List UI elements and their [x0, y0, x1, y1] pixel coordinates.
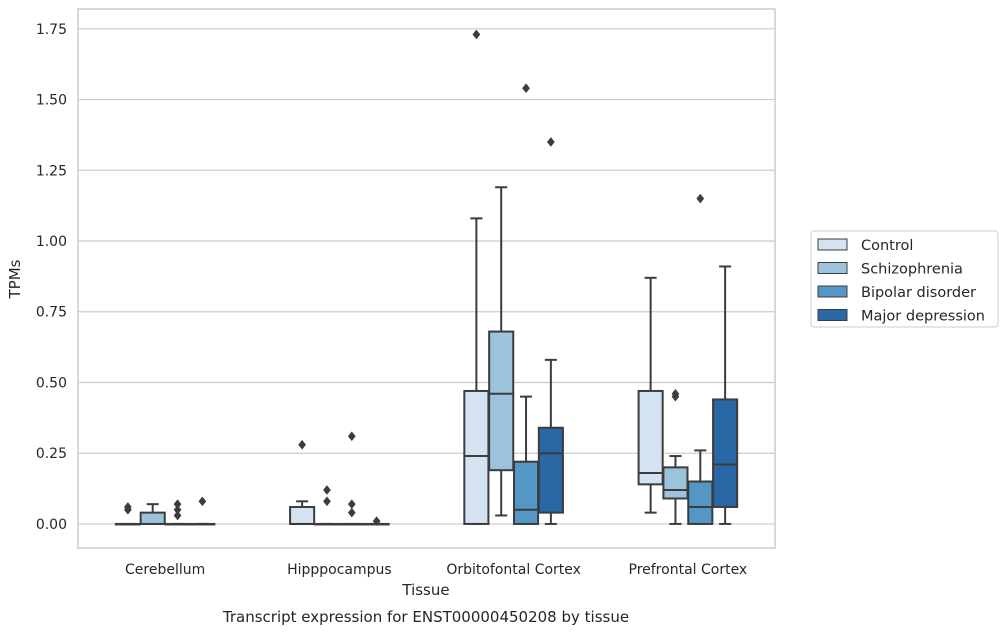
outlier-point	[696, 193, 705, 204]
iqr-box	[687, 480, 714, 525]
box-2-1	[488, 186, 515, 517]
x-tick-label: Cerebellum	[125, 562, 205, 578]
iqr-box	[289, 505, 316, 525]
y-tick-label: 0.25	[36, 446, 67, 462]
box-0-2	[164, 499, 191, 526]
box-1-0	[289, 439, 316, 525]
y-tick-label: 0.00	[36, 517, 67, 533]
legend-swatch	[817, 285, 848, 298]
box-2-3	[537, 137, 564, 525]
outlier-point	[522, 83, 530, 94]
legend-label: Control	[861, 238, 913, 254]
box-3-3	[712, 265, 739, 525]
legend-label: Major depression	[861, 309, 985, 325]
iqr-box	[662, 466, 689, 500]
box-0-0	[114, 502, 141, 526]
box-3-0	[637, 276, 664, 514]
legend: Control Schizophrenia Bipolar disorder Majo…	[810, 230, 999, 328]
box-1-2	[338, 431, 365, 526]
outlier-point	[323, 496, 331, 507]
outlier-point	[173, 499, 182, 510]
outlier-point	[472, 29, 481, 40]
legend-label: Bipolar disorder	[861, 285, 976, 301]
box-2-0	[463, 29, 490, 525]
outlier-point	[372, 516, 381, 527]
iqr-box	[637, 389, 664, 486]
iqr-box	[488, 330, 515, 472]
y-tick-label: 1.00	[36, 234, 67, 250]
outlier-point	[198, 496, 207, 507]
x-tick-label: Prefrontal Cortex	[629, 562, 748, 578]
y-tick-label: 0.75	[36, 305, 67, 321]
outlier-point	[123, 502, 132, 512]
box-series	[114, 29, 739, 527]
box-0-1	[139, 503, 166, 525]
grid-lines	[78, 28, 775, 525]
x-axis-title: Tissue	[401, 581, 449, 599]
iqr-box	[463, 389, 490, 525]
legend-swatch	[817, 309, 848, 321]
y-tick-label: 1.75	[36, 22, 67, 38]
iqr-box	[139, 511, 166, 525]
box-1-3	[363, 516, 390, 527]
legend-swatch	[817, 262, 848, 274]
outlier-point	[323, 485, 331, 495]
box-2-2	[512, 83, 540, 525]
y-tick-label: 0.50	[36, 375, 67, 391]
box-3-2	[687, 193, 714, 525]
y-tick-label: 1.25	[36, 163, 67, 179]
box-0-3	[189, 496, 216, 526]
iqr-box	[512, 460, 540, 525]
outlier-point	[173, 504, 182, 515]
x-tick-label: Orbitofontal Cortex	[446, 562, 581, 578]
iqr-box	[712, 398, 739, 508]
box-1-1	[313, 485, 341, 526]
outlier-point	[671, 388, 680, 399]
outlier-point	[173, 510, 182, 521]
outlier-point	[347, 431, 356, 442]
chart-caption: Transcript expression for ENST0000045020…	[222, 608, 629, 626]
outlier-point	[347, 499, 356, 510]
legend-frame	[810, 230, 999, 328]
box-3-1	[662, 388, 689, 525]
legend-swatch	[817, 238, 848, 251]
outlier-point	[546, 137, 555, 147]
x-tick-label: Hipppocampus	[287, 562, 392, 578]
outlier-point	[347, 507, 356, 518]
x-tick-labels: Cerebellum Hipppocampus Orbitofontal Corte…	[125, 562, 747, 578]
y-axis-title: TPMs	[6, 259, 24, 299]
y-tick-label: 1.50	[36, 93, 67, 109]
iqr-box	[537, 426, 564, 514]
outlier-point	[298, 439, 307, 450]
y-tick-labels: 0.00 0.25 0.50 0.75 1.00 1.25 1.50 1.75	[36, 22, 67, 533]
legend-label: Schizophrenia	[861, 262, 963, 278]
plot-frame	[77, 8, 776, 549]
